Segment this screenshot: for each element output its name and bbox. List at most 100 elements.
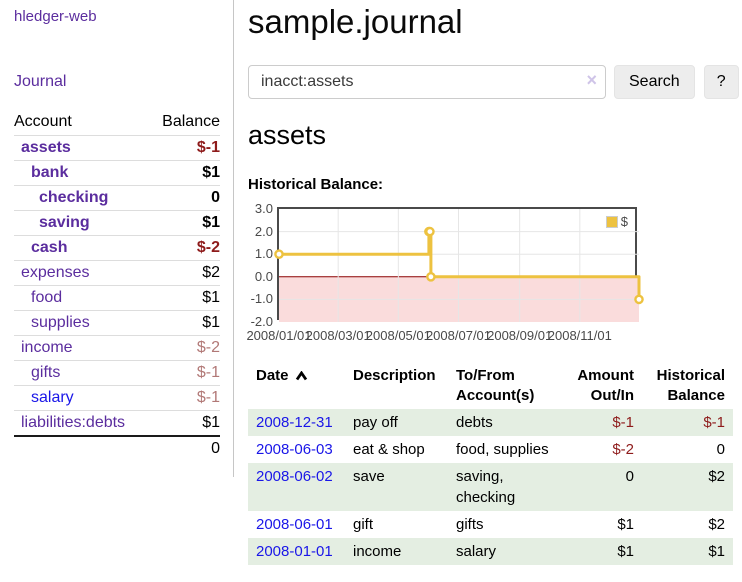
y-axis-tick: -1.0 xyxy=(250,291,273,307)
balance-chart-svg xyxy=(274,209,644,322)
help-button[interactable]: ? xyxy=(703,65,739,99)
register-row: 2008-06-01 gift gifts $1 $2 xyxy=(248,511,733,538)
register-col-date[interactable]: Date xyxy=(248,364,345,409)
account-link-food[interactable]: food xyxy=(31,289,63,306)
transaction-amount: $1 xyxy=(617,516,634,533)
sidebar-link-journal[interactable]: Journal xyxy=(14,73,67,90)
register-header: Date Description To/From Account(s) Amount Ou… xyxy=(248,364,733,409)
account-row: bank $1 xyxy=(14,160,220,186)
x-axis-tick: 2008/03/01 xyxy=(305,328,371,343)
account-link-bank[interactable]: bank xyxy=(31,164,69,181)
x-axis-tick: 2008/05/01 xyxy=(365,328,431,343)
balance-column-header: Balance xyxy=(162,113,220,130)
register-col-amount: Amount Out/In xyxy=(577,367,634,404)
legend-swatch-icon xyxy=(605,215,618,228)
page: hledger-web Journal Account Balance asse… xyxy=(0,0,742,565)
transaction-date-link[interactable]: 2008-06-03 xyxy=(256,441,333,458)
register-row: 2008-06-03 eat & shop food, supplies $-2 0 xyxy=(248,436,733,463)
transaction-accounts: salary xyxy=(456,543,497,560)
transaction-description: pay off xyxy=(353,414,398,431)
y-axis-tick: 0.0 xyxy=(254,268,273,284)
account-title: assets xyxy=(248,120,327,150)
y-axis-tick: 2.0 xyxy=(254,223,273,239)
account-balance: $-2 xyxy=(149,235,220,261)
balance-chart: $ 3.0 2.0 1.0 0.0 -1.0 -2.0 2008/01/01 2008/03/… xyxy=(246,201,742,345)
account-balance: $2 xyxy=(149,260,220,286)
transaction-accounts: saving, checking xyxy=(456,468,516,506)
y-axis-tick: 3.0 xyxy=(254,201,273,216)
register-row: 2008-01-01 income salary $1 $1 xyxy=(248,538,733,565)
account-link-cash[interactable]: cash xyxy=(31,239,68,256)
account-row: supplies $1 xyxy=(14,310,220,336)
account-balance: $-1 xyxy=(149,385,220,411)
sidebar-accounts-body: assets $-1 bank $1 checking 0 saving $1 cash $-2 e… xyxy=(14,135,220,436)
account-link-expenses[interactable]: expenses xyxy=(21,264,90,281)
account-link-supplies[interactable]: supplies xyxy=(31,314,90,331)
account-row: income $-2 xyxy=(14,335,220,361)
transaction-balance: 0 xyxy=(716,441,725,458)
account-row: assets $-1 xyxy=(14,135,220,161)
account-row: salary $-1 xyxy=(14,385,220,411)
search-box: × xyxy=(248,65,606,99)
sidebar: hledger-web Journal Account Balance asse… xyxy=(0,0,234,477)
account-column-header: Account xyxy=(14,113,72,130)
account-link-liabilities-debts[interactable]: liabilities:debts xyxy=(21,414,126,431)
legend-label: $ xyxy=(620,214,628,229)
app-title: hledger-web xyxy=(14,8,97,25)
register-header-row: Date Description To/From Account(s) Amount Ou… xyxy=(248,364,733,409)
account-balance: $-2 xyxy=(149,335,220,361)
account-link-checking[interactable]: checking xyxy=(39,189,109,206)
account-row: checking 0 xyxy=(14,185,220,211)
transaction-accounts: debts xyxy=(456,414,493,431)
chart-legend: $ xyxy=(603,213,630,230)
sidebar-total-row: 0 xyxy=(14,435,220,461)
transaction-description: gift xyxy=(353,516,374,533)
transaction-amount: $1 xyxy=(617,543,634,560)
account-row: expenses $2 xyxy=(14,260,220,286)
account-link-income[interactable]: income xyxy=(21,339,73,356)
x-axis-tick: 2008/01/01 xyxy=(246,328,312,343)
register-body: 2008-12-31 pay off debts $-1 $-1 2008-06-03 ea… xyxy=(248,409,733,565)
account-balance: $-1 xyxy=(149,360,220,386)
register-row: 2008-06-02 save saving, checking 0 $2 xyxy=(248,463,733,511)
account-balance: $1 xyxy=(149,310,220,336)
account-link-saving[interactable]: saving xyxy=(39,214,90,231)
account-balance: $1 xyxy=(149,160,220,186)
main-content: sample.journal × Search ? assets Histori… xyxy=(234,0,742,565)
transaction-date-link[interactable]: 2008-06-01 xyxy=(256,516,333,533)
x-axis-tick: 2008/09/01 xyxy=(487,328,553,343)
register-table: Date Description To/From Account(s) Amount Ou… xyxy=(248,364,733,565)
transaction-accounts: gifts xyxy=(456,516,484,533)
account-balance: $1 xyxy=(149,285,220,311)
transaction-amount: $-2 xyxy=(612,441,634,458)
transaction-date-link[interactable]: 2008-12-31 xyxy=(256,414,333,431)
search-input[interactable] xyxy=(248,65,606,99)
search-bar: × Search ? xyxy=(248,65,742,99)
account-balance: $1 xyxy=(149,410,220,436)
account-balance: 0 xyxy=(149,185,220,211)
search-button[interactable]: Search xyxy=(614,65,695,99)
transaction-description: save xyxy=(353,468,385,485)
transaction-amount: $-1 xyxy=(612,414,634,431)
sidebar-total-balance: 0 xyxy=(149,435,220,461)
sidebar-accounts-table: Account Balance assets $-1 bank $1 checking 0… xyxy=(14,111,220,461)
account-row: food $1 xyxy=(14,285,220,311)
account-link-gifts[interactable]: gifts xyxy=(31,364,61,381)
register-col-to-from: To/From Account(s) xyxy=(456,367,535,404)
transaction-balance: $2 xyxy=(708,468,725,485)
account-row: saving $1 xyxy=(14,210,220,236)
chart-plot: $ xyxy=(274,207,644,322)
account-link-salary[interactable]: salary xyxy=(31,389,74,406)
transaction-date-link[interactable]: 2008-06-02 xyxy=(256,468,333,485)
transaction-balance: $-1 xyxy=(703,414,725,431)
account-row: liabilities:debts $1 xyxy=(14,410,220,436)
register-row: 2008-12-31 pay off debts $-1 $-1 xyxy=(248,409,733,436)
transaction-balance: $2 xyxy=(708,516,725,533)
x-axis-tick: 2008/07/01 xyxy=(425,328,492,343)
account-link-assets[interactable]: assets xyxy=(21,139,71,156)
clear-search-icon[interactable]: × xyxy=(586,70,597,90)
account-row: gifts $-1 xyxy=(14,360,220,386)
sidebar-accounts-header-row: Account Balance xyxy=(14,111,220,136)
transaction-date-link[interactable]: 2008-01-01 xyxy=(256,543,333,560)
sort-ascending-icon xyxy=(295,371,308,381)
